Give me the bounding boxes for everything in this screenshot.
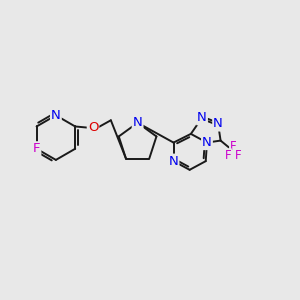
Text: N: N (202, 136, 212, 149)
Text: O: O (88, 121, 98, 134)
Text: N: N (133, 116, 142, 129)
Text: N: N (169, 154, 178, 168)
Text: F: F (33, 142, 40, 155)
Text: F: F (230, 140, 236, 153)
Text: N: N (51, 109, 61, 122)
Text: N: N (213, 118, 223, 130)
Text: F: F (235, 149, 241, 162)
Text: N: N (197, 111, 207, 124)
Text: F: F (225, 149, 231, 162)
